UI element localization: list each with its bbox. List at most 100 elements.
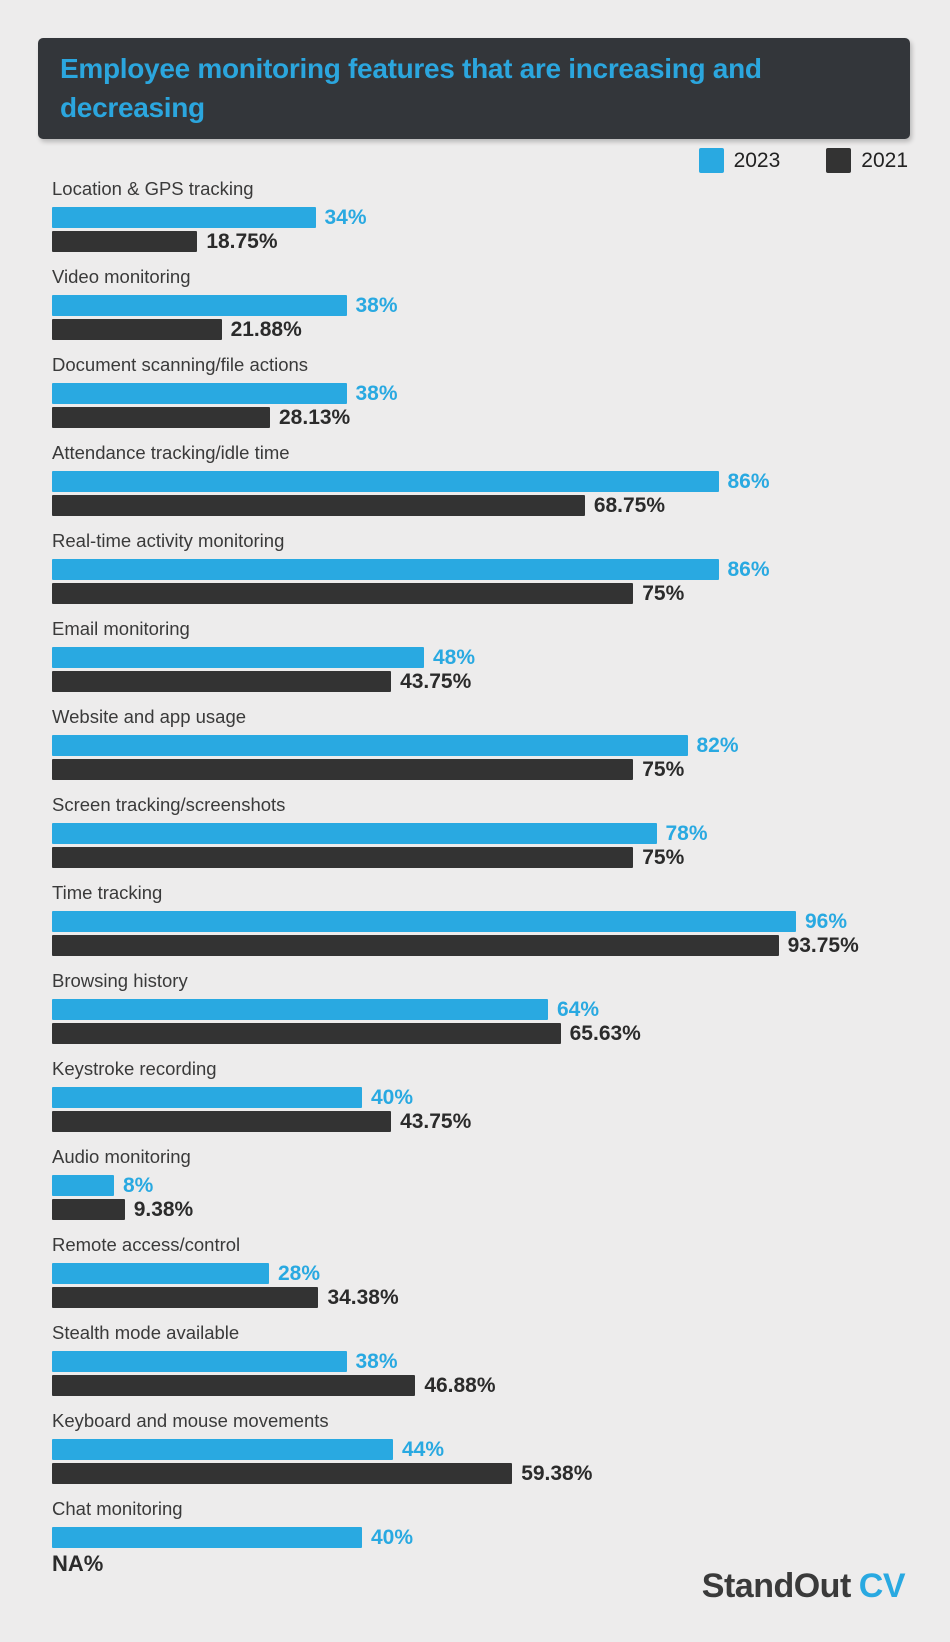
bar-line-2021: 18.75%: [52, 229, 912, 253]
bar-2021: [52, 935, 779, 956]
bar-line-2023: 34%: [52, 205, 912, 229]
bar-row: Audio monitoring 8% 9.38%: [52, 1146, 912, 1221]
bar-2023: [52, 207, 316, 228]
bar-row: Website and app usage 82% 75%: [52, 706, 912, 781]
bar-row: Location & GPS tracking 34% 18.75%: [52, 178, 912, 253]
bar-value-2021: 59.38%: [521, 1461, 593, 1485]
legend-swatch-2023: [698, 148, 724, 173]
category-label: Chat monitoring: [52, 1498, 183, 1519]
bar-line-2023: 44%: [52, 1438, 912, 1461]
bar-2021: [52, 1111, 392, 1132]
bar-value-2021: 9.38%: [133, 1197, 194, 1221]
bar-line-2023: 38%: [52, 294, 912, 317]
bar-line-2021: 46.88%: [52, 1373, 912, 1397]
bar-line-2023: 48%: [52, 645, 912, 669]
category-label: Email monitoring: [52, 618, 190, 639]
bar-row: Chat monitoring 40% NA%: [52, 1498, 912, 1577]
bar-line-2023: 38%: [52, 1349, 912, 1373]
bar-line-2023: 64%: [52, 997, 912, 1021]
bar-2021: [52, 1199, 125, 1220]
bar-2023: [52, 1263, 269, 1284]
bar-row: Keystroke recording 40% 43.75%: [52, 1058, 912, 1133]
category-label: Time tracking: [52, 882, 163, 903]
bar-value-2021: 65.63%: [569, 1021, 641, 1045]
bar-line-2023: 38%: [52, 382, 912, 405]
bar-row: Attendance tracking/idle time 86% 68.75%: [52, 442, 912, 517]
bar-value-2021: 21.88%: [230, 317, 302, 341]
bar-value-2021: 43.75%: [400, 669, 472, 693]
bar-2023: [52, 1439, 393, 1460]
category-label: Keystroke recording: [52, 1058, 217, 1079]
page-title: Employee monitoring features that are in…: [60, 53, 762, 123]
bar-2023: [52, 295, 347, 316]
bar-value-2023: 82%: [696, 733, 739, 757]
bar-line-2023: 96%: [52, 910, 912, 933]
legend-swatch-2021: [826, 148, 852, 173]
bar-value-2023: 86%: [727, 469, 770, 493]
bar-line-2021: 65.63%: [52, 1021, 912, 1045]
bar-line-2023: 40%: [52, 1526, 912, 1549]
bar-value-2021: 93.75%: [787, 933, 859, 957]
bar-2021: [52, 1023, 561, 1044]
bar-value-2023: 38%: [355, 1349, 398, 1373]
bar-chart: Location & GPS tracking 34% 18.75% Video mo…: [52, 178, 912, 1591]
bar-line-2021: 43.75%: [52, 669, 912, 693]
bar-2021: [52, 319, 222, 340]
category-label: Video monitoring: [52, 266, 191, 287]
bar-line-2021: 75%: [52, 845, 912, 869]
bar-line-2021: 34.38%: [52, 1286, 912, 1309]
bar-2023: [52, 999, 548, 1020]
bar-line-2023: 8%: [52, 1174, 912, 1197]
legend-label-2021: 2021: [861, 148, 908, 172]
bar-2021: [52, 759, 634, 780]
category-label: Attendance tracking/idle time: [52, 442, 290, 463]
bar-line-2021: 9.38%: [52, 1197, 912, 1221]
bar-row: Video monitoring 38% 21.88%: [52, 266, 912, 341]
brand-logo: StandOut CV: [701, 1567, 906, 1606]
category-label: Stealth mode available: [52, 1322, 240, 1343]
bar-row: Keyboard and mouse movements 44% 59.38%: [52, 1410, 912, 1485]
bar-2021: [52, 583, 634, 604]
bar-value-2021: 28.13%: [279, 405, 351, 429]
category-label: Location & GPS tracking: [52, 178, 254, 199]
category-label: Screen tracking/screenshots: [52, 794, 286, 815]
bar-2023: [52, 911, 796, 932]
bar-line-2023: 86%: [52, 469, 912, 493]
bar-2021: [52, 1375, 416, 1396]
bar-value-2021: 18.75%: [206, 229, 278, 253]
bar-2023: [52, 383, 347, 404]
title-banner: Employee monitoring features that are in…: [38, 38, 910, 140]
bar-2021: [52, 1287, 319, 1308]
legend-label-2023: 2023: [733, 148, 781, 172]
bar-value-2023: 40%: [371, 1085, 414, 1109]
brand-logo-cv: CV: [858, 1567, 906, 1605]
bar-2023: [52, 647, 424, 668]
bar-value-2023: 34%: [324, 205, 367, 229]
brand-logo-standout: StandOut: [701, 1567, 851, 1605]
bar-2023: [52, 1175, 114, 1196]
bar-2021: [52, 1463, 513, 1484]
bar-2023: [52, 823, 657, 844]
category-label: Document scanning/file actions: [52, 354, 309, 375]
bar-line-2023: 40%: [52, 1085, 912, 1109]
bar-2021: [52, 495, 585, 516]
bar-2023: [52, 559, 719, 580]
bar-value-2023: 64%: [557, 997, 600, 1021]
category-label: Website and app usage: [52, 706, 247, 727]
bar-value-2023: 48%: [433, 645, 476, 669]
bar-value-2021-na: NA%: [52, 1551, 104, 1576]
bar-2021: [52, 847, 634, 868]
category-label: Browsing history: [52, 970, 188, 991]
bar-value-2023: 28%: [278, 1261, 321, 1285]
bar-value-2021: 46.88%: [424, 1373, 496, 1397]
bar-line-2021: 68.75%: [52, 494, 912, 517]
bar-value-2021: 75%: [642, 845, 685, 869]
bar-line-2023: 78%: [52, 821, 912, 845]
bar-row: Screen tracking/screenshots 78% 75%: [52, 794, 912, 869]
category-label: Keyboard and mouse movements: [52, 1410, 329, 1431]
bar-line-2021: 28.13%: [52, 405, 912, 429]
bar-row: Stealth mode available 38% 46.88%: [52, 1322, 912, 1397]
legend-item-2021: 2021: [826, 148, 908, 173]
bar-line-2023: 28%: [52, 1261, 912, 1285]
bar-value-2023: 78%: [665, 821, 708, 845]
